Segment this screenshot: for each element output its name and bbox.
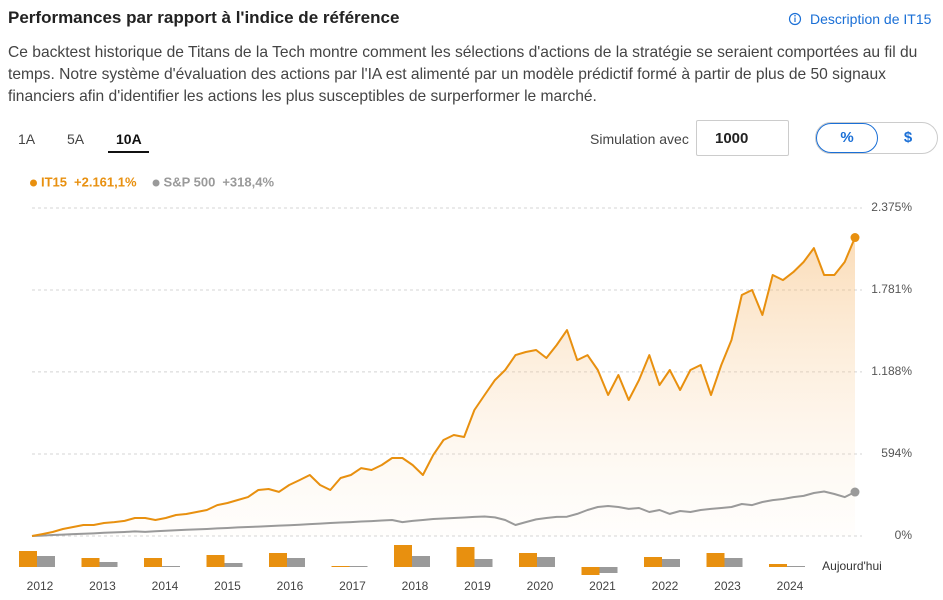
bar — [37, 556, 55, 567]
bar — [331, 566, 350, 567]
tab[interactable]: 1A — [18, 131, 36, 147]
bar — [287, 558, 305, 567]
y-tick-label: 1.781% — [871, 282, 912, 296]
section-title: Performances par rapport à l'indice de r… — [8, 8, 400, 27]
legend-name: IT15 — [41, 174, 67, 189]
bar — [474, 559, 493, 567]
x-tick-label: 2021 — [589, 579, 616, 593]
info-icon-dot — [794, 15, 796, 17]
y-tick-label: 2.375% — [871, 200, 912, 214]
simulation-input[interactable]: 1000 — [696, 120, 789, 156]
bar — [581, 567, 600, 575]
description: Ce backtest historique de Titans de la T… — [8, 44, 918, 105]
bar — [662, 559, 680, 567]
bar — [19, 551, 37, 567]
x-tick-label: 2018 — [402, 579, 429, 593]
bar — [206, 555, 225, 567]
bar — [144, 558, 162, 567]
bar — [644, 557, 662, 567]
info-icon[interactable] — [788, 12, 802, 26]
x-tick-label: 2014 — [152, 579, 179, 593]
x-tick-label: 2016 — [277, 579, 304, 593]
x-tick-label: 2020 — [527, 579, 554, 593]
bar — [394, 545, 412, 567]
annotation: Aujourd'hui — [822, 559, 882, 573]
x-tick-label: 2023 — [714, 579, 741, 593]
y-tick-label: 594% — [881, 446, 912, 460]
x-tick-label: 2019 — [464, 579, 491, 593]
area-fill — [32, 237, 855, 536]
legend-name: S&P 500 — [164, 174, 216, 189]
simulation-label: Simulation avec — [590, 131, 689, 147]
bar — [787, 566, 805, 567]
x-tick-label: 2017 — [339, 579, 366, 593]
legend-dot — [30, 179, 37, 187]
x-tick-label: 2024 — [777, 579, 804, 593]
line — [31, 490, 856, 537]
bar — [724, 558, 743, 567]
legend-return: +2.161,1% — [74, 174, 137, 189]
x-tick-label: 2022 — [652, 579, 679, 593]
bar — [349, 566, 368, 567]
description-link[interactable]: Description de IT15 — [810, 11, 932, 27]
bar — [519, 553, 537, 567]
line — [31, 237, 856, 537]
tab-underline — [108, 151, 149, 153]
x-tick-label: 2012 — [27, 579, 54, 593]
end-dot — [850, 487, 860, 497]
bar — [769, 564, 787, 567]
x-tick-label: 2013 — [89, 579, 116, 593]
tab[interactable]: 5A — [67, 131, 85, 147]
x-tick-label: 2015 — [214, 579, 241, 593]
unit-option-active[interactable]: % — [816, 123, 878, 153]
bar — [99, 562, 118, 567]
bar — [456, 547, 475, 567]
bar — [599, 567, 618, 573]
bar — [162, 566, 180, 567]
tab-active[interactable]: 10A — [116, 131, 142, 147]
y-tick-label: 0% — [895, 528, 913, 542]
unit-toggle — [815, 122, 938, 154]
bar — [706, 553, 725, 567]
unit-option[interactable]: $ — [903, 129, 913, 146]
y-tick-label: 1.188% — [871, 364, 912, 378]
bar — [81, 558, 100, 567]
bar — [412, 556, 430, 567]
bar — [537, 557, 555, 567]
bar — [224, 563, 243, 567]
legend-dot — [152, 179, 160, 187]
bar — [269, 553, 287, 567]
legend-return: +318,4% — [222, 174, 274, 189]
end-dot — [850, 233, 860, 243]
